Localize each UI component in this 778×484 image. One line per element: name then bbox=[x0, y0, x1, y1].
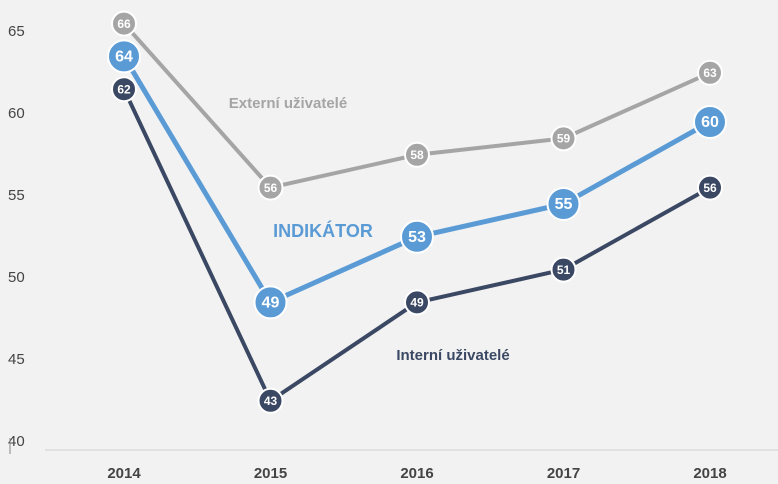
data-point bbox=[111, 76, 137, 103]
x-tick-label: 2016 bbox=[400, 465, 433, 482]
data-label: 43 bbox=[264, 394, 278, 408]
data-label: 53 bbox=[408, 229, 426, 246]
data-label: 63 bbox=[703, 66, 717, 80]
data-point bbox=[257, 387, 284, 414]
x-tick-label: 2017 bbox=[547, 465, 580, 482]
data-label: 64 bbox=[115, 49, 133, 66]
data-point bbox=[697, 59, 723, 86]
data-point bbox=[404, 289, 430, 316]
data-label: 66 bbox=[117, 17, 131, 31]
data-point bbox=[400, 219, 434, 254]
data-label: 62 bbox=[117, 82, 131, 96]
data-label: 49 bbox=[262, 295, 280, 312]
data-point bbox=[253, 285, 288, 320]
data-point bbox=[697, 174, 723, 201]
y-tick-label: 65 bbox=[8, 23, 25, 40]
data-label: 49 bbox=[410, 296, 424, 310]
data-label: 51 bbox=[557, 263, 571, 277]
data-point bbox=[257, 174, 284, 201]
data-point bbox=[107, 39, 141, 74]
y-tick-label: 40 bbox=[8, 433, 25, 450]
series-label: Externí uživatelé bbox=[229, 95, 347, 112]
data-label: 60 bbox=[701, 114, 719, 131]
data-label: 59 bbox=[557, 132, 571, 146]
series-label: Interní uživatelé bbox=[396, 347, 509, 364]
data-point bbox=[550, 256, 577, 283]
y-tick-label: 55 bbox=[8, 187, 25, 204]
data-point bbox=[111, 10, 137, 37]
y-tick-label: 50 bbox=[8, 269, 25, 286]
data-label: 56 bbox=[703, 181, 717, 195]
data-point bbox=[546, 187, 581, 221]
y-tick-label: 60 bbox=[8, 105, 25, 122]
x-tick-label: 2014 bbox=[107, 465, 141, 482]
data-point bbox=[404, 141, 430, 168]
x-tick-label: 2018 bbox=[693, 465, 726, 482]
series-label: INDIKÁTOR bbox=[273, 220, 373, 241]
data-point bbox=[693, 105, 727, 139]
data-label: 55 bbox=[555, 196, 573, 213]
x-tick-label: 2015 bbox=[254, 465, 287, 482]
data-point bbox=[550, 125, 577, 152]
y-tick-label: 45 bbox=[8, 351, 25, 368]
data-label: 56 bbox=[264, 181, 278, 195]
data-label: 58 bbox=[410, 148, 424, 162]
